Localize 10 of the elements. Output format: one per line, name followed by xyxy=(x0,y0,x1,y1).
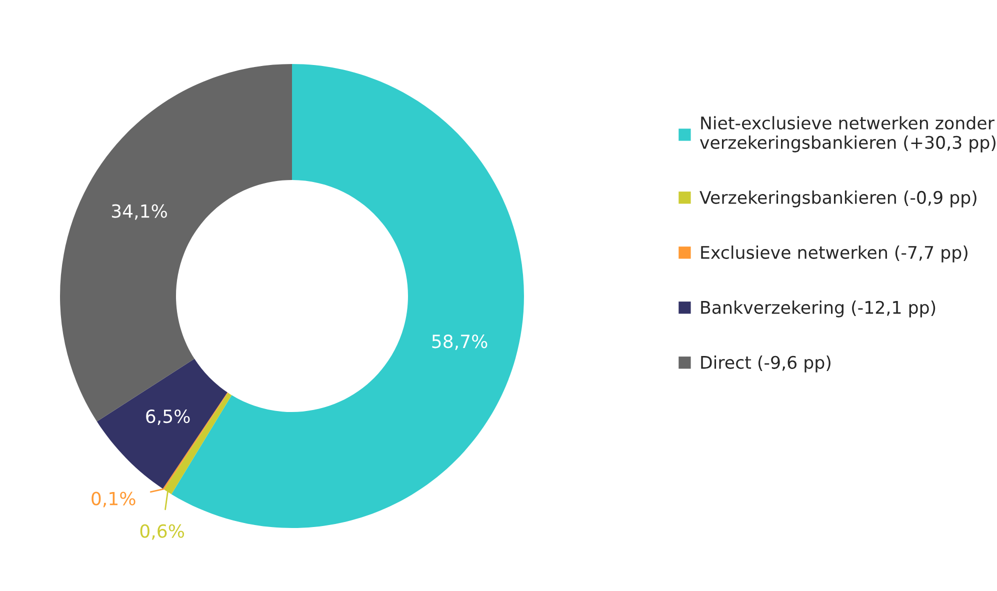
legend-label: Exclusieve netwerken (-7,7 pp) xyxy=(701,246,968,262)
data-label: 0,6% xyxy=(140,524,184,540)
data-label: 6,5% xyxy=(146,409,190,425)
legend-label: Niet-exclusieve netwerken zonder verzekeringsbankieren (+30,3 pp) xyxy=(700,116,996,152)
legend-label: Direct (-9,6 pp) xyxy=(701,356,830,372)
data-label: 34,1% xyxy=(112,204,167,220)
legend-label: Verzekeringsbankieren (-0,9 pp) xyxy=(700,190,976,208)
data-label: 0,1% xyxy=(92,492,136,508)
legend-label: Bankverzekering (-12,1 pp) xyxy=(701,300,936,318)
data-label: 58,7% xyxy=(432,334,488,350)
